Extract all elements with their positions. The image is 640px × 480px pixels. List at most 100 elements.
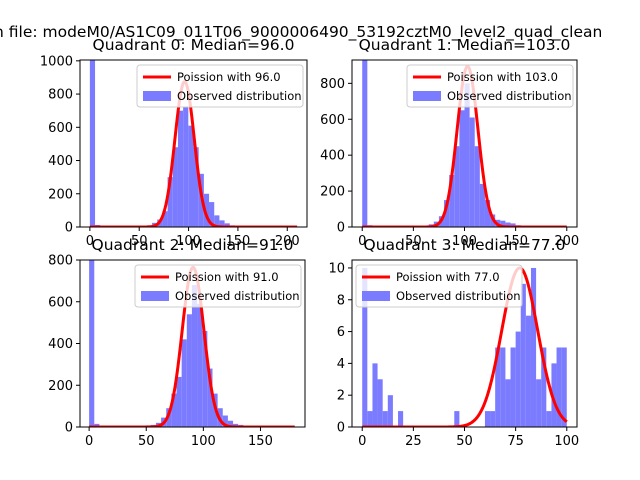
histogram-bar-24 — [214, 215, 220, 227]
y-tick-label: 4 — [337, 357, 345, 372]
y-tick-label: 200 — [48, 379, 73, 394]
legend-bar-swatch — [143, 91, 171, 101]
y-tick-label: 200 — [320, 185, 345, 200]
histogram-bar-38 — [556, 347, 562, 427]
histogram-bar-20 — [464, 83, 470, 227]
histogram-bar-19 — [188, 125, 194, 227]
legend-box — [134, 264, 302, 308]
y-tick-label: 400 — [48, 337, 73, 352]
y-tick-label: 800 — [320, 77, 345, 92]
histogram-bar-3 — [377, 379, 383, 427]
histogram-bar-24 — [484, 200, 491, 227]
legend-bar-swatch — [362, 291, 390, 301]
histogram-bar-16 — [171, 393, 177, 427]
subplot-quadrant-1: 0 50 100 150 200 0 200 400 600 800 Quadrant 1: Med… — [320, 36, 579, 249]
legend-label-observed: Observed distribution — [177, 89, 302, 103]
subplot-quadrant-0: 0 50 100 150 200 0 200 400 600 800 1000 Quadrant 0:… — [40, 36, 308, 249]
histogram-bar-26 — [224, 223, 230, 227]
histogram-bar-25 — [490, 411, 496, 427]
histogram-bar-29 — [510, 223, 516, 227]
x-tick-label: 100 — [191, 434, 216, 449]
histogram-bar-32 — [525, 315, 531, 427]
x-tick-label: 100 — [554, 434, 579, 449]
histogram-bar-16 — [172, 147, 178, 227]
y-tick-label: 200 — [48, 187, 73, 202]
histogram-bar-28 — [505, 222, 511, 227]
y-tick-label: 0 — [337, 221, 345, 236]
y-tick-label: 6 — [337, 325, 345, 340]
histogram-bar-0 — [362, 60, 368, 227]
histogram-bar-29 — [510, 347, 516, 427]
histogram-bar-34 — [536, 379, 542, 427]
x-tick-label: 50 — [138, 434, 155, 449]
histogram-bar-19 — [459, 110, 465, 227]
subplot-quadrant-2: 0 50 100 150 0 200 400 600 800 Quadrant 2: Median… — [48, 236, 306, 449]
legend: Poission with 103.0 Observed distribution — [406, 64, 574, 108]
y-tick-label: 800 — [48, 254, 73, 269]
histogram-bar-7 — [398, 411, 404, 427]
y-tick-label: 800 — [48, 88, 73, 103]
x-tick-label: 50 — [131, 234, 148, 249]
legend-label-observed: Observed distribution — [396, 289, 521, 303]
legend-label-poisson: Poission with 91.0 — [175, 270, 279, 284]
subplot-title: Quadrant 3: Median=77.0 — [364, 236, 566, 254]
legend-bar-swatch — [141, 291, 169, 301]
y-tick-label: 400 — [48, 154, 73, 169]
x-tick-label: 100 — [452, 234, 477, 249]
histogram-bar-30 — [515, 331, 521, 427]
y-tick-label: 600 — [48, 295, 73, 310]
x-tick-label: 0 — [358, 234, 366, 249]
x-tick-label: 25 — [405, 434, 422, 449]
histogram-bar-37 — [551, 363, 557, 427]
y-tick-label: 1000 — [40, 54, 73, 69]
histogram-bar-2 — [372, 363, 378, 427]
histogram-bar-25 — [219, 220, 225, 227]
subplot-quadrant-3: 0 25 50 75 100 0 2 4 6 8 10 Quadrant 3: Median=77.0… — [328, 236, 579, 449]
suptitle: n file: modeM0/AS1C09_011T06_9000006490_… — [0, 23, 602, 42]
histogram-bar-18 — [454, 146, 460, 227]
histogram-bar-22 — [202, 330, 208, 427]
x-tick-label: 200 — [554, 234, 579, 249]
histogram-bar-18 — [454, 411, 460, 427]
axes-frame — [79, 59, 308, 228]
y-tick-label: 0 — [65, 421, 73, 436]
histogram-bar-23 — [209, 202, 215, 227]
legend: Poission with 91.0 Observed distribution — [134, 264, 302, 308]
histogram-bar-17 — [177, 110, 184, 227]
legend: Poission with 77.0 Observed distribution — [355, 264, 523, 308]
histogram-bar-27 — [500, 347, 506, 427]
histogram-bar-21 — [469, 117, 475, 227]
y-tick-label: 600 — [48, 121, 73, 136]
legend-label-poisson: Poission with 96.0 — [177, 70, 281, 84]
histogram-bar-0 — [362, 267, 368, 427]
histogram-bar-4 — [382, 411, 388, 427]
histogram-bar-0 — [89, 60, 96, 227]
y-tick-label: 400 — [320, 149, 345, 164]
subplot-title: Quadrant 2: Median=91.0 — [92, 236, 294, 254]
histogram-bar-26 — [495, 347, 501, 427]
histogram-bar-35 — [541, 347, 547, 427]
legend-label-observed: Observed distribution — [447, 89, 572, 103]
x-tick-label: 150 — [248, 434, 273, 449]
histogram-bar-27 — [500, 220, 506, 227]
y-tick-label: 0 — [65, 221, 73, 236]
y-tick-label: 2 — [337, 389, 345, 404]
histogram-bar-16 — [444, 200, 450, 227]
legend-box — [355, 264, 523, 308]
histogram-bar-23 — [479, 183, 485, 227]
histogram-bar-26 — [222, 415, 228, 427]
y-tick-label: 10 — [328, 261, 345, 276]
histogram-bar-27 — [227, 420, 234, 427]
x-tick-label: 75 — [507, 434, 524, 449]
x-tick-label: 0 — [85, 434, 93, 449]
legend-box — [136, 64, 304, 108]
histogram-bar-19 — [186, 314, 192, 427]
y-tick-label: 600 — [320, 113, 345, 128]
histogram-bar-1 — [94, 423, 100, 427]
histogram-bar-23 — [207, 368, 213, 427]
histogram-bar-22 — [474, 146, 480, 227]
x-tick-label: 100 — [176, 234, 201, 249]
legend-box — [406, 64, 574, 108]
